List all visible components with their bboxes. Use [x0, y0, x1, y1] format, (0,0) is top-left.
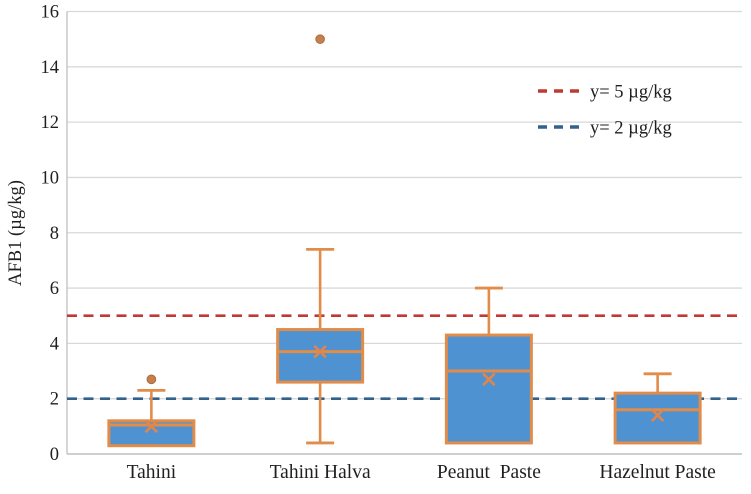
box-hazelnut-paste	[613, 391, 702, 445]
outlier-point-tahini-halva	[315, 34, 325, 44]
mean-marker-tahini	[144, 419, 159, 434]
mean-marker-peanut-paste	[482, 372, 496, 387]
box-tahini-halva	[276, 328, 365, 384]
mean-marker-hazelnut-paste	[650, 408, 665, 423]
x-axis-label-tahini-halva: Tahini Halva	[270, 462, 371, 483]
y-axis-title: AFB1 (µg/kg)	[6, 180, 26, 286]
y-tick-label: 14	[41, 58, 60, 78]
y-tick-label: 8	[50, 224, 59, 244]
y-tick-label: 10	[41, 168, 60, 188]
box-peanut-paste	[444, 333, 533, 445]
legend-label-5: y= 5 µg/kg	[590, 83, 672, 103]
y-tick-label: 12	[41, 113, 60, 133]
legend-label-2: y= 2 µg/kg	[590, 119, 672, 139]
y-tick-label: 6	[50, 279, 59, 299]
x-axis-label-hazelnut-paste: Hazelnut Paste	[599, 462, 715, 483]
outlier-point-tahini	[146, 374, 157, 385]
y-tick-label: 2	[50, 390, 59, 410]
y-tick-label: 4	[50, 334, 59, 354]
x-axis-label-tahini: Tahini	[127, 462, 177, 483]
y-tick-label: 16	[41, 3, 60, 23]
y-tick-label: 0	[50, 445, 59, 465]
x-axis-label-peanut-paste: Peanut Paste	[437, 462, 541, 483]
mean-marker-tahini-halva	[313, 344, 327, 359]
